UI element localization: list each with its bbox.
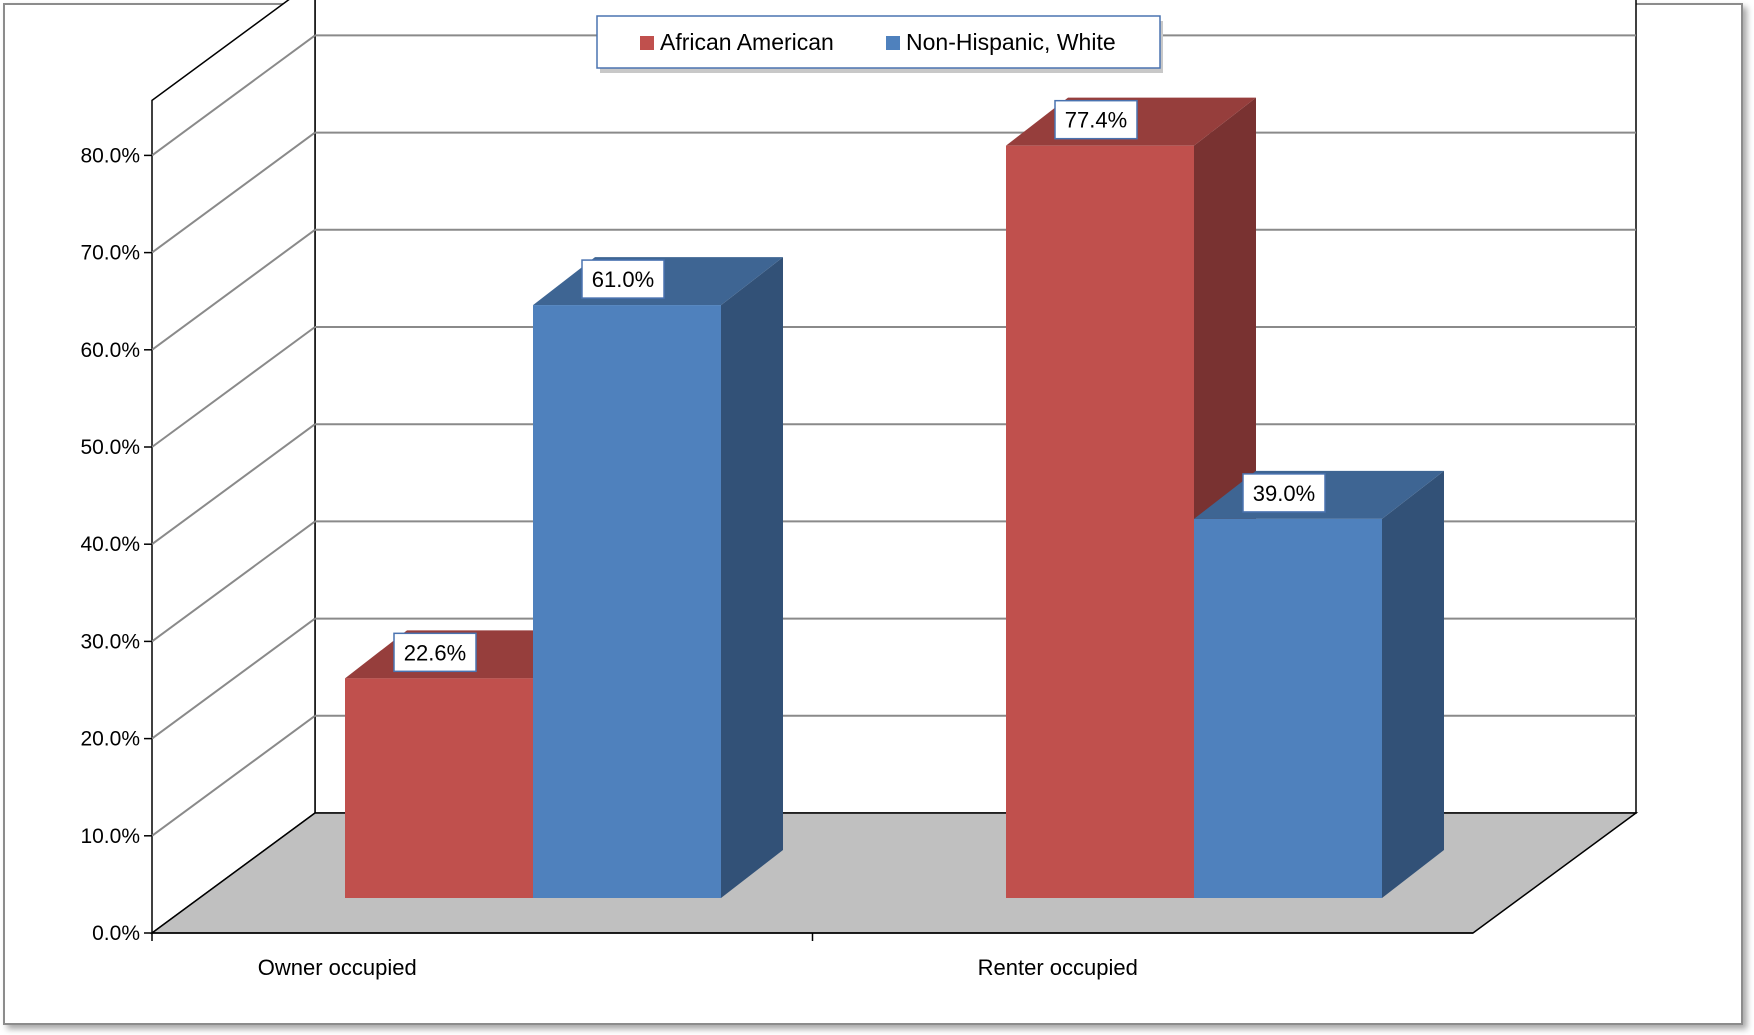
bar (1194, 470, 1444, 898)
y-tick-label: 10.0% (80, 825, 140, 848)
data-label-text: 22.6% (404, 640, 466, 665)
x-category-label: Renter occupied (978, 955, 1138, 980)
data-label: 22.6% (393, 632, 477, 673)
y-tick-label: 60.0% (80, 339, 140, 362)
y-axis: 0.0% 10.0% 20.0% 30.0% 40.0% 50.0% 60.0% 70.0% 8… (80, 144, 152, 945)
data-label-box (581, 259, 665, 299)
bar (533, 257, 783, 899)
x-category-label: Owner occupied (258, 955, 417, 980)
data-label-box (1242, 473, 1326, 513)
bar-side-face (721, 257, 783, 899)
data-label-box (1054, 99, 1138, 140)
legend-box (596, 15, 1161, 69)
bar-front-face (345, 678, 533, 898)
legend-swatch (640, 36, 654, 50)
gridline-side (151, 617, 316, 740)
data-label-text: 61.0% (592, 267, 654, 292)
gridline-side (151, 423, 316, 546)
bar-front-face (1194, 518, 1382, 898)
legend-label: African American (660, 29, 834, 55)
data-label: 39.0% (1242, 473, 1326, 513)
data-label: 77.4% (1054, 99, 1138, 140)
y-tick-label: 20.0% (80, 728, 140, 751)
data-label: 61.0% (581, 259, 665, 299)
y-tick-label: 0.0% (92, 922, 140, 945)
data-labels: 22.6% 61.0% 77.4% 39.0% (393, 99, 1326, 673)
legend: African American Non-Hispanic, White (596, 15, 1163, 73)
y-tick-label: 30.0% (80, 630, 140, 653)
bar-front-face (533, 305, 721, 899)
data-label-text: 39.0% (1253, 481, 1315, 506)
legend-swatch (886, 36, 900, 50)
gridline-side (151, 228, 316, 351)
data-label-text: 77.4% (1065, 108, 1127, 133)
bar-front-face (1006, 145, 1194, 898)
x-axis: Owner occupied Renter occupied (151, 932, 1473, 980)
y-tick-label: 80.0% (80, 144, 140, 167)
y-tick-label: 40.0% (80, 533, 140, 556)
data-label-box (393, 632, 477, 673)
y-tick-label: 50.0% (80, 436, 140, 459)
legend-label: Non-Hispanic, White (906, 29, 1116, 55)
bar-side-face (1382, 470, 1444, 898)
y-tick-label: 70.0% (80, 242, 140, 265)
gridline-side (151, 520, 316, 643)
gridline-side (151, 326, 316, 448)
gridline-side (151, 714, 316, 837)
gridline-side (151, 34, 316, 157)
side-wall (151, 0, 316, 935)
gridline-side (151, 131, 316, 254)
